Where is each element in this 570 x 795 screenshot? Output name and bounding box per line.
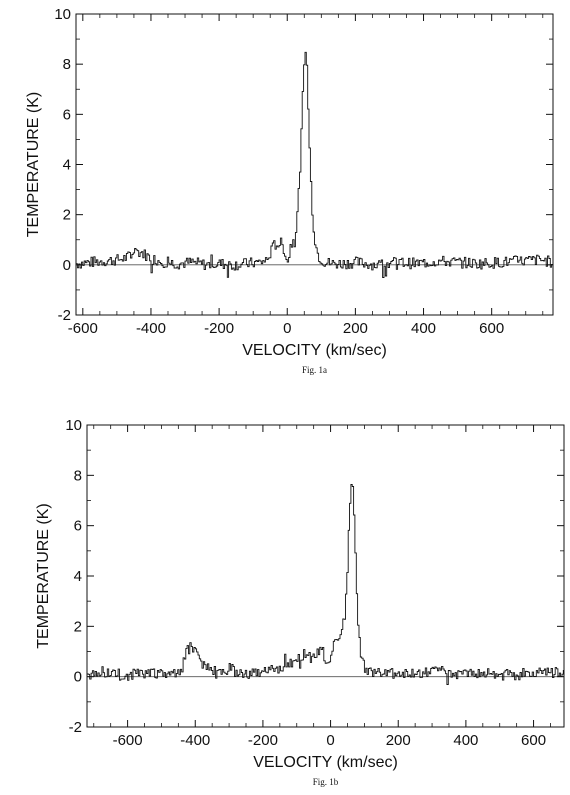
x-tick-label: -600 [113, 732, 143, 749]
spectrum-series-line [87, 484, 564, 685]
x-tick-label: -600 [68, 320, 98, 337]
y-axis-label: TEMPERATURE (K) [25, 92, 42, 237]
chart-fig-1b: -600 -400 -200 0 200 400 600 -2 0 2 4 6 8 10 VELOCITY … [35, 417, 565, 787]
y-tick-label: 4 [74, 568, 82, 585]
y-tick-label: 6 [63, 106, 71, 123]
y-tick-label: -2 [58, 307, 71, 324]
y-tick-label: 6 [74, 518, 82, 535]
x-tick-label: -200 [248, 732, 278, 749]
x-axis-label: VELOCITY (km/sec) [253, 754, 398, 771]
x-tick-label: 0 [326, 732, 334, 749]
x-tick-label: 400 [411, 320, 436, 337]
y-tick-label: -2 [69, 719, 82, 736]
x-tick-label: -400 [136, 320, 166, 337]
figure-caption: Fig. 1a [302, 365, 327, 375]
y-tick-label: 10 [54, 6, 71, 23]
x-tick-label: 0 [283, 320, 291, 337]
y-tick-label: 8 [63, 56, 71, 73]
chart-fig-1a: -600 -400 -200 0 200 400 600 -2 0 2 4 6 8 10 VELOCITY … [25, 6, 554, 375]
x-tick-label: 400 [453, 732, 478, 749]
x-tick-label: 200 [386, 732, 411, 749]
spectrum-series-line [76, 51, 554, 278]
y-tick-label: 2 [63, 207, 71, 224]
y-tick-label: 4 [63, 157, 71, 174]
y-tick-label: 8 [74, 467, 82, 484]
x-tick-label: 200 [343, 320, 368, 337]
x-tick-label: -200 [204, 320, 234, 337]
y-axis-label: TEMPERATURE (K) [35, 503, 52, 648]
plot-frame [86, 424, 565, 728]
figure-caption: Fig. 1b [313, 777, 339, 787]
plot-frame [75, 13, 554, 316]
x-tick-label: 600 [521, 732, 546, 749]
y-tick-label: 0 [63, 257, 71, 274]
x-tick-label: 600 [479, 320, 504, 337]
y-tick-label: 0 [74, 669, 82, 686]
y-tick-label: 2 [74, 618, 82, 635]
y-tick-label: 10 [65, 417, 82, 434]
x-axis-label: VELOCITY (km/sec) [242, 342, 387, 359]
x-tick-label: -400 [180, 732, 210, 749]
